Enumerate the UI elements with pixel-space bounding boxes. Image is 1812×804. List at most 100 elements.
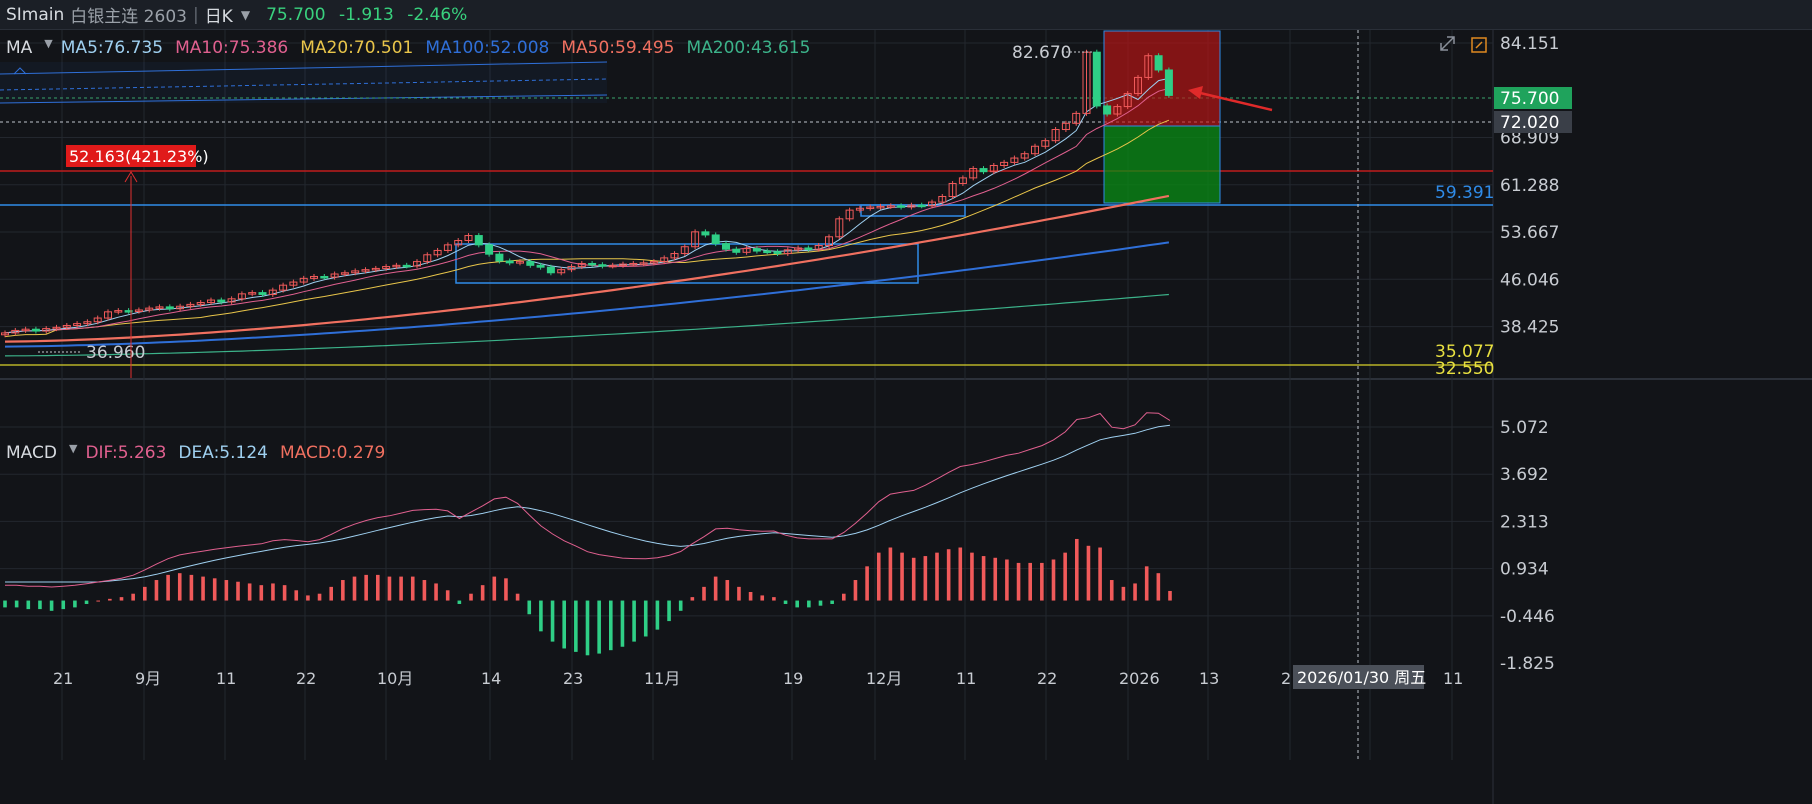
candle[interactable]: [237, 293, 246, 300]
candle[interactable]: [825, 236, 833, 246]
candle[interactable]: [814, 244, 823, 250]
candle[interactable]: [423, 254, 432, 263]
candle[interactable]: [361, 269, 370, 272]
candle[interactable]: [598, 264, 607, 267]
candle[interactable]: [289, 281, 298, 286]
candle[interactable]: [443, 244, 452, 251]
candle[interactable]: [464, 235, 473, 242]
candle[interactable]: [1092, 51, 1101, 107]
candle[interactable]: [536, 264, 545, 268]
candle[interactable]: [382, 266, 391, 269]
reward-zone-box[interactable]: [1103, 125, 1221, 204]
draw-tool-icon[interactable]: [1471, 37, 1487, 53]
candle[interactable]: [701, 231, 710, 236]
candle[interactable]: [31, 328, 40, 332]
channel-handle-icon[interactable]: [13, 67, 27, 75]
period-selector[interactable]: 日K: [204, 7, 233, 27]
candle[interactable]: [485, 244, 494, 255]
price-chart[interactable]: 82.670 36.960 52.163(421.23%) 84.151 68.909 6…: [0, 30, 1812, 804]
candle[interactable]: [495, 253, 504, 262]
candle[interactable]: [722, 243, 730, 250]
candle[interactable]: [866, 206, 875, 210]
candle[interactable]: [680, 246, 689, 255]
candle[interactable]: [207, 299, 215, 304]
candle[interactable]: [948, 182, 957, 197]
candle[interactable]: [845, 209, 854, 220]
candle[interactable]: [691, 231, 700, 248]
candle[interactable]: [1164, 69, 1173, 96]
candle[interactable]: [989, 164, 998, 173]
candle[interactable]: [124, 310, 133, 313]
candle[interactable]: [83, 321, 92, 325]
candle[interactable]: [1031, 145, 1039, 155]
candle[interactable]: [649, 261, 658, 264]
candle[interactable]: [783, 249, 792, 255]
candle[interactable]: [546, 266, 555, 274]
trend-line[interactable]: [0, 78, 608, 91]
candle[interactable]: [21, 328, 30, 332]
candle[interactable]: [104, 311, 112, 319]
candle[interactable]: [454, 240, 463, 246]
candle[interactable]: [402, 264, 411, 268]
candle[interactable]: [413, 261, 421, 267]
chevron-down-icon[interactable]: ▼: [68, 442, 78, 455]
candle[interactable]: [93, 317, 102, 323]
candle[interactable]: [165, 306, 174, 310]
candle[interactable]: [660, 257, 669, 263]
candle[interactable]: [752, 248, 761, 252]
candle[interactable]: [670, 253, 679, 259]
candle[interactable]: [73, 323, 82, 326]
candle[interactable]: [526, 261, 535, 266]
candle[interactable]: [886, 205, 895, 208]
candle[interactable]: [145, 307, 154, 311]
ma-indicator-title[interactable]: MA: [6, 38, 33, 58]
candle[interactable]: [1154, 55, 1163, 71]
candle[interactable]: [1020, 153, 1029, 159]
candle[interactable]: [938, 195, 947, 203]
candle[interactable]: [42, 328, 51, 332]
candle[interactable]: [763, 250, 772, 254]
candle[interactable]: [392, 264, 401, 268]
candle[interactable]: [268, 289, 277, 295]
candle[interactable]: [196, 302, 205, 305]
candle[interactable]: [217, 299, 226, 303]
candle[interactable]: [176, 305, 185, 310]
candle[interactable]: [279, 284, 288, 291]
candle[interactable]: [134, 309, 143, 312]
macd-indicator-title[interactable]: MACD: [6, 443, 57, 463]
candle[interactable]: [711, 234, 720, 245]
candle[interactable]: [608, 264, 617, 268]
candle[interactable]: [619, 263, 627, 267]
candle[interactable]: [114, 310, 123, 313]
candle[interactable]: [1072, 112, 1081, 124]
candle[interactable]: [855, 207, 864, 211]
candle[interactable]: [340, 272, 349, 275]
candle[interactable]: [835, 218, 844, 238]
candle[interactable]: [928, 201, 936, 207]
candle[interactable]: [516, 261, 524, 264]
candle[interactable]: [588, 262, 597, 266]
candle[interactable]: [310, 275, 318, 279]
candle[interactable]: [1144, 55, 1153, 78]
candle[interactable]: [320, 275, 329, 279]
candle[interactable]: [155, 306, 164, 309]
candle[interactable]: [258, 292, 267, 295]
candle[interactable]: [1061, 122, 1070, 131]
candle[interactable]: [577, 262, 586, 268]
candle[interactable]: [1010, 157, 1019, 163]
candle[interactable]: [351, 270, 360, 274]
candle[interactable]: [299, 277, 308, 283]
candle[interactable]: [732, 248, 741, 253]
candle[interactable]: [474, 235, 483, 246]
candle[interactable]: [804, 247, 813, 250]
pointer-arrow[interactable]: [1195, 90, 1273, 112]
candle[interactable]: [62, 324, 71, 328]
candle[interactable]: [371, 267, 380, 271]
candle[interactable]: [1041, 140, 1050, 147]
candle[interactable]: [876, 205, 885, 209]
candle[interactable]: [1, 332, 9, 336]
candle[interactable]: [1000, 161, 1009, 166]
candle[interactable]: [794, 247, 803, 251]
chevron-down-icon[interactable]: ▼: [240, 7, 251, 22]
candle[interactable]: [227, 298, 236, 303]
